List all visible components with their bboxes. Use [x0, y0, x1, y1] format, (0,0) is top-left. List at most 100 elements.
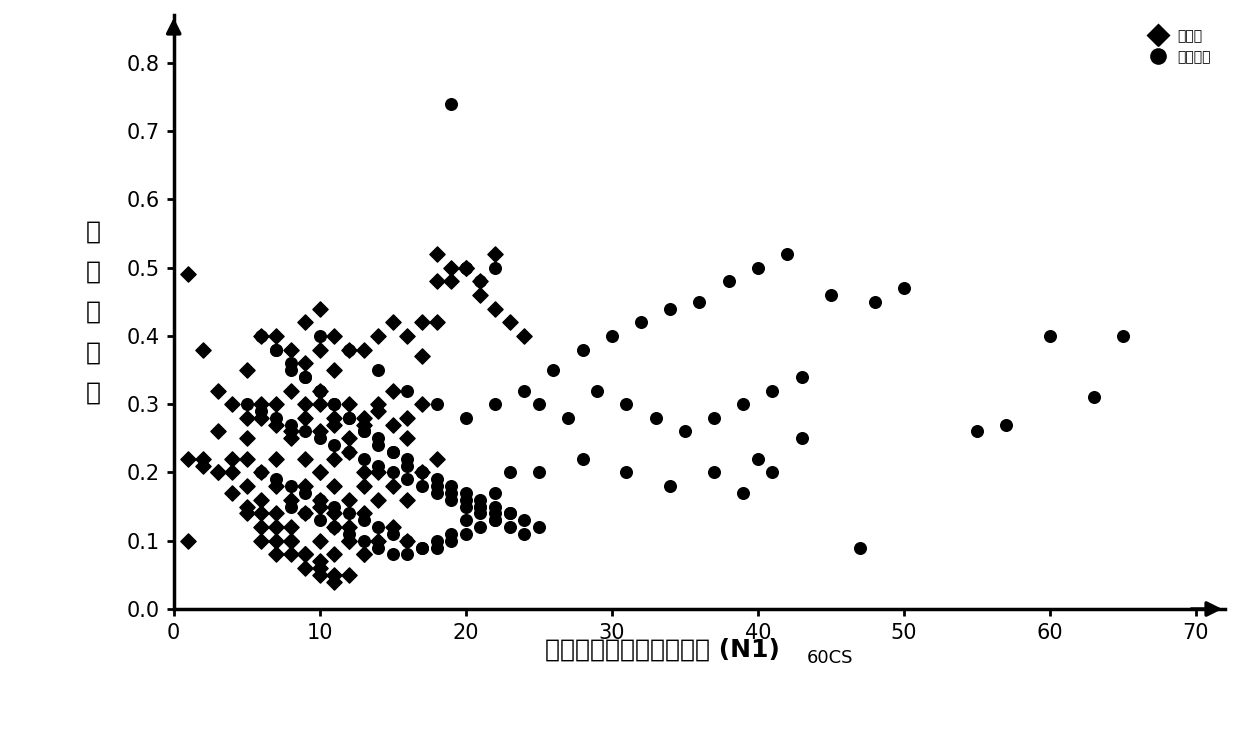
- 液化点: [280, 344, 300, 355]
- 不液化点: [791, 371, 811, 383]
- 不液化点: [500, 507, 520, 519]
- 不液化点: [325, 398, 345, 410]
- 不液化点: [412, 542, 432, 553]
- 液化点: [412, 351, 432, 363]
- 液化点: [383, 521, 403, 533]
- 不液化点: [267, 344, 286, 355]
- 液化点: [193, 460, 213, 471]
- 不液化点: [864, 296, 884, 308]
- 液化点: [339, 433, 358, 444]
- 液化点: [427, 248, 446, 260]
- 不液化点: [398, 453, 418, 465]
- 液化点: [353, 480, 373, 492]
- 不液化点: [267, 344, 286, 355]
- 液化点: [310, 501, 330, 512]
- 液化点: [237, 364, 257, 376]
- 不液化点: [528, 466, 548, 478]
- 液化点: [412, 317, 432, 328]
- 不液化点: [295, 487, 315, 499]
- 液化点: [441, 276, 461, 287]
- 液化点: [398, 535, 418, 547]
- 不液化点: [427, 398, 446, 410]
- 不液化点: [368, 521, 388, 533]
- 液化点: [383, 317, 403, 328]
- 液化点: [295, 357, 315, 369]
- Text: 力: 力: [86, 340, 100, 364]
- 液化点: [456, 262, 476, 273]
- 不液化点: [543, 364, 563, 376]
- 不液化点: [631, 317, 651, 328]
- 液化点: [368, 466, 388, 478]
- 不液化点: [252, 466, 272, 478]
- 不液化点: [398, 548, 418, 560]
- 液化点: [295, 548, 315, 560]
- 液化点: [207, 466, 227, 478]
- 液化点: [310, 466, 330, 478]
- 液化点: [295, 562, 315, 574]
- 不液化点: [398, 460, 418, 471]
- 不液化点: [339, 446, 358, 458]
- 液化点: [237, 480, 257, 492]
- 液化点: [412, 398, 432, 410]
- 不液化点: [777, 248, 797, 260]
- 不液化点: [339, 412, 358, 424]
- 不液化点: [383, 466, 403, 478]
- 不液化点: [470, 507, 490, 519]
- 不液化点: [528, 398, 548, 410]
- 不液化点: [660, 480, 680, 492]
- 不液化点: [412, 480, 432, 492]
- 不液化点: [252, 405, 272, 417]
- 不液化点: [325, 398, 345, 410]
- 不液化点: [427, 542, 446, 553]
- Text: 环: 环: [86, 260, 100, 284]
- 不液化点: [967, 425, 987, 437]
- 不液化点: [339, 344, 358, 355]
- 不液化点: [325, 521, 345, 533]
- 不液化点: [470, 521, 490, 533]
- 液化点: [412, 466, 432, 478]
- 液化点: [353, 548, 373, 560]
- 液化点: [280, 425, 300, 437]
- 不液化点: [368, 460, 388, 471]
- 液化点: [485, 303, 505, 314]
- 液化点: [252, 330, 272, 342]
- 液化点: [325, 412, 345, 424]
- 液化点: [310, 385, 330, 396]
- 液化点: [325, 330, 345, 342]
- 液化点: [325, 364, 345, 376]
- 不液化点: [500, 507, 520, 519]
- 液化点: [339, 344, 358, 355]
- 不液化点: [383, 446, 403, 458]
- 不液化点: [573, 453, 593, 465]
- 液化点: [310, 425, 330, 437]
- 不液化点: [1040, 330, 1060, 342]
- 不液化点: [704, 466, 724, 478]
- 不液化点: [353, 425, 373, 437]
- 液化点: [325, 521, 345, 533]
- 液化点: [295, 317, 315, 328]
- 不液化点: [515, 515, 534, 526]
- 液化点: [325, 569, 345, 580]
- 液化点: [267, 398, 286, 410]
- 不液化点: [733, 487, 753, 499]
- 液化点: [325, 419, 345, 431]
- 不液化点: [733, 398, 753, 410]
- 不液化点: [339, 528, 358, 539]
- 液化点: [398, 494, 418, 506]
- 液化点: [237, 433, 257, 444]
- 不液化点: [763, 466, 782, 478]
- 液化点: [267, 330, 286, 342]
- 液化点: [207, 385, 227, 396]
- 不液化点: [660, 303, 680, 314]
- Text: 等效洁净砂修正标贯击数 (N1): 等效洁净砂修正标贯击数 (N1): [544, 637, 780, 662]
- 不液化点: [485, 515, 505, 526]
- 不液化点: [456, 412, 476, 424]
- 不液化点: [441, 494, 461, 506]
- 液化点: [383, 480, 403, 492]
- 不液化点: [485, 398, 505, 410]
- 不液化点: [310, 385, 330, 396]
- Text: 60CS: 60CS: [806, 649, 853, 667]
- 不液化点: [280, 364, 300, 376]
- 不液化点: [310, 515, 330, 526]
- 不液化点: [515, 385, 534, 396]
